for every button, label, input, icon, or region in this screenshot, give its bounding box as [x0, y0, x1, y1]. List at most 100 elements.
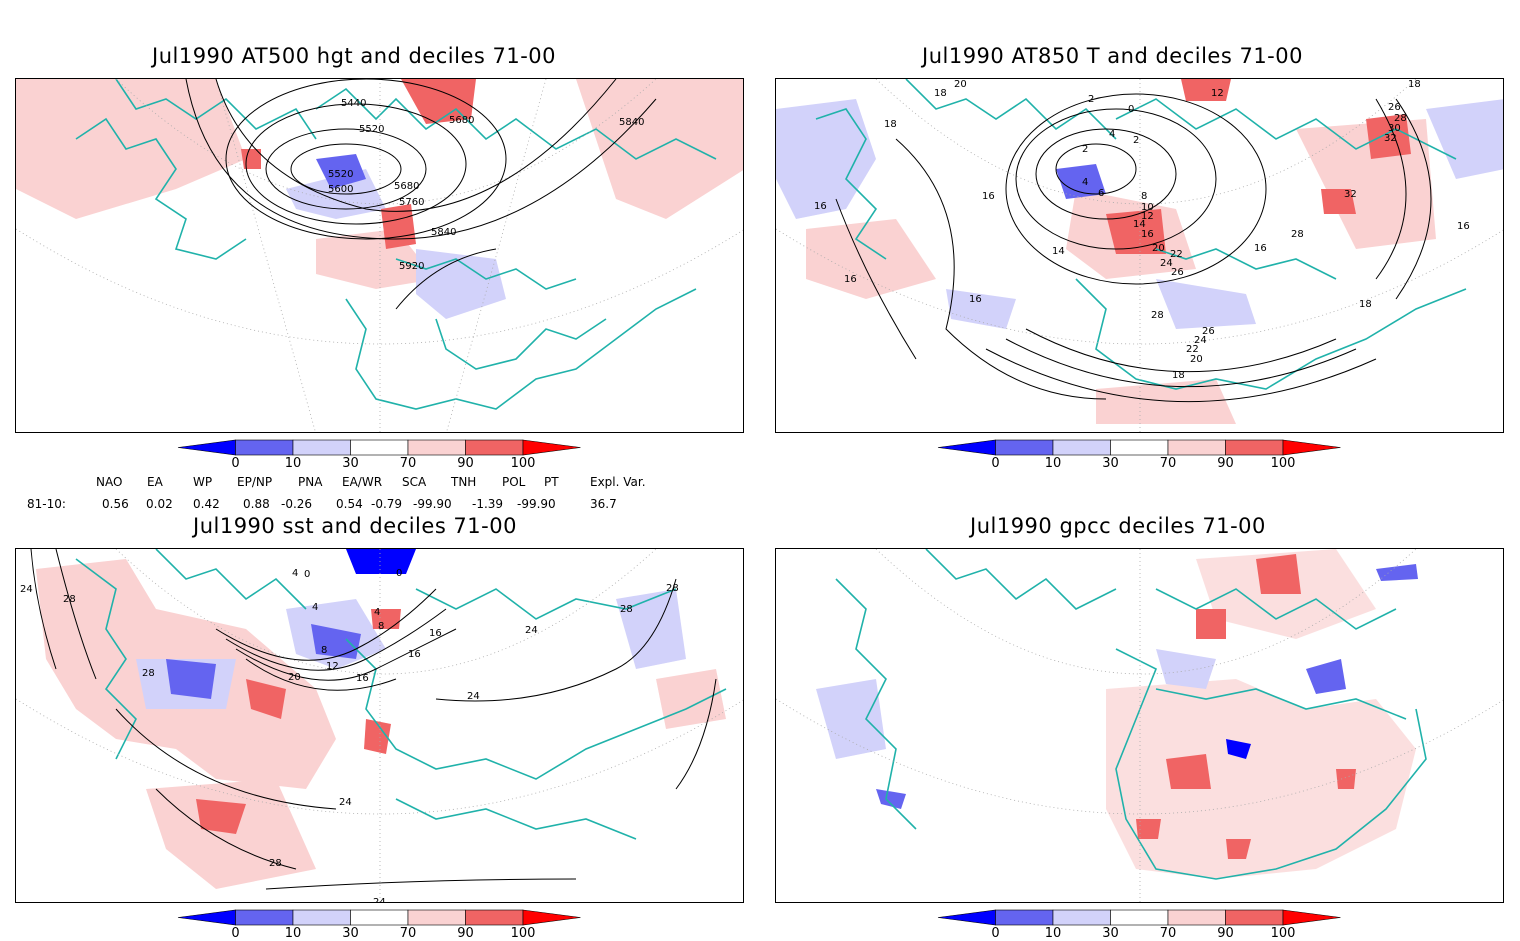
contour-labels: 20 18 18 16 16 16 14 16 2 0 4 2 2 4 6 8 …	[814, 79, 1470, 381]
colorbar-tick-label: 70	[1160, 926, 1177, 941]
index-value: -99.90	[517, 497, 556, 511]
colorbar-tick-label: 30	[342, 456, 359, 471]
index-header: WP	[193, 475, 213, 489]
anomaly-shade-light-red	[576, 79, 743, 219]
index-header: NAO	[96, 475, 123, 489]
anomaly-shade-light-red	[146, 779, 316, 889]
colorbar-hgt500: 0 10 30 70 90 100	[177, 439, 581, 471]
anomaly-shade-red	[1106, 209, 1166, 254]
colorbar-tick-label: 30	[342, 926, 359, 941]
colorbar-tick-label: 90	[1217, 926, 1234, 941]
contour-label: 28	[1394, 113, 1407, 124]
coastlines	[835, 549, 1427, 880]
contour-label: 4	[312, 602, 318, 613]
colorbar-segment	[292, 909, 351, 926]
anomaly-shade-light-blue	[1156, 649, 1216, 689]
contour-label: 12	[1211, 88, 1224, 99]
anomaly-shade-red	[1321, 189, 1356, 214]
anomaly-shade-light-blue	[946, 289, 1016, 329]
index-header: PNA	[298, 475, 323, 489]
colorbar-tick-label: 90	[1217, 456, 1234, 471]
anomaly-shade-light-red	[656, 669, 726, 729]
anomaly-shade-light-blue	[1426, 99, 1503, 179]
colorbar-tick-label: 10	[285, 926, 302, 941]
colorbar-segment	[235, 439, 294, 456]
contour-label: 30	[1388, 123, 1401, 134]
contour-label: 5600	[328, 184, 353, 195]
colorbar-segment	[1282, 909, 1341, 926]
contour-label: 28	[620, 604, 633, 615]
colorbar-segment	[1110, 439, 1169, 456]
contour-label: 16	[356, 673, 369, 684]
contour-label: 24	[1160, 258, 1173, 269]
map-panel-t850: 20 18 18 16 16 16 14 16 2 0 4 2 2 4 6 8 …	[775, 78, 1504, 433]
colorbar-tick-label: 30	[1102, 926, 1119, 941]
colorbar-segment	[1052, 909, 1111, 926]
index-header: TNH	[451, 475, 477, 489]
contour-label: 24	[339, 797, 352, 808]
index-value: 0.02	[146, 497, 173, 511]
colorbar-segment	[522, 909, 581, 926]
colorbar-tick-label: 0	[231, 456, 239, 471]
colorbar-tick-label: 90	[457, 926, 474, 941]
colorbar-tick-label: 0	[991, 456, 999, 471]
anomaly-shade-red	[196, 799, 246, 834]
contour-label: 5520	[328, 169, 353, 180]
anomaly-shade-red	[1366, 114, 1411, 159]
anomaly-shade-light-blue	[616, 589, 686, 669]
contour-label: 0	[396, 568, 402, 579]
map-sst-svg: 24 28 28 0 4 4 4 0 8 8 12 16 16 20 24 24…	[16, 549, 743, 902]
colorbar-segment	[1225, 439, 1284, 456]
colorbar-segment	[350, 439, 409, 456]
index-value: 0.88	[243, 497, 270, 511]
contour-label: 5440	[341, 98, 366, 109]
contour-label: 8	[1141, 191, 1147, 202]
contour-label: 16	[1141, 229, 1154, 240]
anomaly-shade-red	[1136, 819, 1161, 839]
contour-label: 26	[1388, 102, 1401, 113]
contour-label: 28	[666, 583, 679, 594]
contour-label: 24	[525, 625, 538, 636]
anomaly-shade-light-blue	[816, 679, 886, 759]
map-gpcc-svg	[776, 549, 1503, 902]
colorbar-tick-label: 70	[400, 456, 417, 471]
contour-label: 4	[374, 607, 380, 618]
colorbar-segment	[407, 909, 466, 926]
contour-label: 4	[292, 568, 298, 579]
index-value: -1.39	[472, 497, 504, 511]
colorbar-tick-label: 90	[457, 456, 474, 471]
anomaly-shade-blue	[316, 154, 366, 189]
contour-label: 20	[954, 79, 967, 90]
panel-title-sst: Jul1990 sst and deciles 71-00	[193, 514, 517, 538]
anomaly-shade-blue	[1226, 739, 1251, 759]
index-header: EA	[147, 475, 163, 489]
anomaly-shade-light-red	[1096, 379, 1236, 424]
colorbar-segment	[1225, 909, 1284, 926]
map-t850-svg: 20 18 18 16 16 16 14 16 2 0 4 2 2 4 6 8 …	[776, 79, 1503, 432]
colorbar-tick-label: 70	[400, 926, 417, 941]
contour-label: 12	[1141, 211, 1154, 222]
contour-label: 2	[1082, 144, 1088, 155]
colorbar-tick-label: 10	[1045, 456, 1062, 471]
panel-title-t850: Jul1990 AT850 T and deciles 71-00	[922, 44, 1303, 68]
colorbar-segment	[235, 909, 294, 926]
contour-labels: 24 28 28 0 4 4 4 0 8 8 12 16 16 20 24 24…	[20, 568, 679, 902]
contour-label: 20	[288, 672, 301, 683]
anomaly-shade-blue	[311, 624, 361, 659]
colorbar-segment	[407, 439, 466, 456]
contour-label: 18	[1172, 370, 1185, 381]
colorbar-segment	[995, 909, 1054, 926]
anomaly-shade-red	[1181, 79, 1231, 101]
contour-label: 26	[1171, 267, 1184, 278]
colorbar-sst: 0 10 30 70 90 100	[177, 909, 581, 941]
anomaly-shade-light-red	[1106, 679, 1416, 879]
anomaly-shade-red	[401, 79, 476, 124]
index-value: 0.54	[336, 497, 363, 511]
contour-label: 16	[1254, 243, 1267, 254]
index-header: POL	[502, 475, 526, 489]
colorbar-segment	[465, 439, 524, 456]
contour-label: 32	[1384, 133, 1397, 144]
anomaly-shade-red	[246, 679, 286, 719]
index-header: PT	[544, 475, 559, 489]
contour-label: 20	[1152, 243, 1165, 254]
